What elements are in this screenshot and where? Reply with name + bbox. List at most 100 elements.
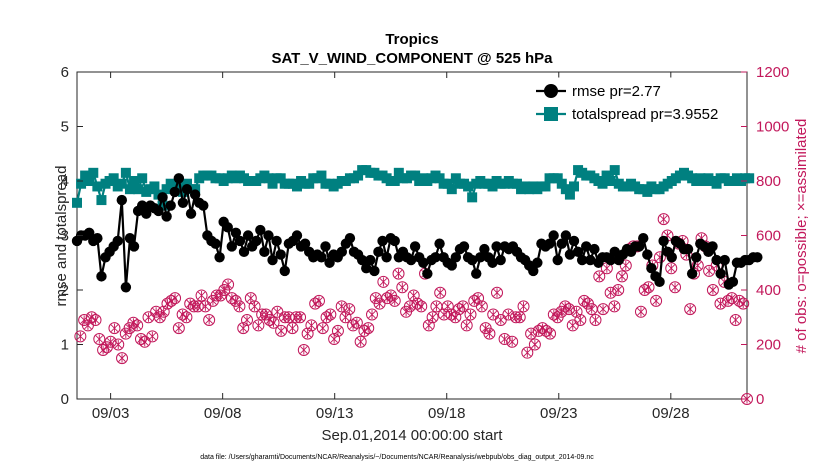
- obs-assimilated-marker: [239, 323, 248, 333]
- y-tick-label: 6: [61, 64, 69, 81]
- spread-point: [434, 173, 445, 184]
- obs-assimilated-marker: [621, 260, 630, 270]
- legend-rmse-label: rmse pr=2.77: [572, 83, 661, 100]
- spread-point: [605, 176, 616, 186]
- obs-point: [642, 281, 655, 294]
- y-axis-label: rmse and totalspread: [53, 166, 70, 307]
- y-right-tick-label: 1000: [756, 119, 789, 136]
- obs-point: [472, 292, 485, 305]
- rmse-point: [752, 252, 763, 263]
- obs-possible-marker: [392, 267, 405, 280]
- obs-point: [195, 289, 208, 302]
- rmse-point: [715, 268, 726, 279]
- rmse-point: [116, 194, 128, 206]
- obs-assimilated-marker: [705, 266, 713, 276]
- obs-assimilated-marker: [288, 323, 297, 333]
- obs-point: [517, 300, 530, 313]
- spread-point: [744, 173, 755, 184]
- obs-point: [669, 281, 682, 294]
- obs-possible-marker: [472, 292, 485, 305]
- obs-point: [358, 324, 371, 337]
- rmse-point: [157, 192, 168, 203]
- obs-point: [309, 297, 322, 310]
- obs-point: [377, 275, 390, 288]
- obs-possible-marker: [616, 270, 629, 283]
- rmse-point: [471, 268, 482, 279]
- obs-assimilated-marker: [523, 348, 532, 358]
- rmse-point: [609, 246, 620, 258]
- rmse-point: [141, 208, 152, 219]
- obs-assimilated-marker: [451, 312, 460, 322]
- obs-assimilated-marker: [515, 312, 524, 322]
- obs-possible-marker: [559, 300, 572, 313]
- rmse-point: [226, 241, 238, 252]
- obs-point: [407, 289, 420, 302]
- obs-possible-marker: [172, 322, 185, 335]
- chart-title: Tropics: [385, 31, 438, 48]
- spread-point: [124, 184, 135, 195]
- obs-possible-marker: [195, 289, 208, 302]
- obs-point: [612, 284, 625, 296]
- obs-assimilated-marker: [553, 312, 562, 322]
- obs-point: [441, 300, 454, 313]
- rmse-point: [682, 243, 694, 255]
- obs-point: [684, 303, 697, 316]
- rmse-point: [532, 257, 543, 268]
- obs-point: [297, 343, 310, 356]
- obs-point: [316, 322, 329, 335]
- obs-assimilated-marker: [140, 337, 149, 347]
- spread-point: [137, 173, 148, 184]
- spread-point: [88, 167, 99, 178]
- obs-point: [657, 213, 670, 226]
- obs-possible-marker: [544, 327, 557, 340]
- rmse-point: [198, 200, 209, 211]
- obs-assimilated-marker: [334, 326, 342, 336]
- obs-assimilated-marker: [205, 315, 213, 325]
- rmse-point: [719, 254, 730, 266]
- obs-possible-marker: [456, 300, 469, 313]
- rmse-point: [585, 254, 596, 266]
- rmse-point: [165, 200, 176, 211]
- obs-possible-marker: [449, 311, 462, 324]
- obs-point: [574, 313, 587, 326]
- rmse-point: [418, 257, 429, 268]
- obs-point: [328, 333, 341, 346]
- rmse-point: [112, 235, 123, 247]
- obs-possible-marker: [85, 311, 98, 324]
- rmse-point: [646, 263, 657, 274]
- y-right-tick-label: 800: [756, 173, 781, 190]
- obs-possible-marker: [653, 251, 666, 264]
- obs-possible-marker: [165, 294, 178, 307]
- obs-possible-marker: [593, 270, 606, 283]
- spread-point: [133, 184, 144, 195]
- y-tick-label: 1: [61, 337, 69, 354]
- obs-assimilated-marker: [659, 214, 668, 224]
- obs-assimilated-marker: [409, 290, 418, 300]
- obs-assimilated-marker: [91, 315, 100, 325]
- rmse-point: [405, 254, 417, 266]
- spread-point: [446, 184, 457, 195]
- obs-possible-marker: [108, 322, 121, 335]
- obs-possible-marker: [146, 330, 159, 343]
- obs-point: [528, 338, 541, 351]
- x-tick-label: 09/18: [428, 405, 466, 422]
- x-tick-label: 09/03: [92, 405, 130, 422]
- obs-possible-marker: [316, 322, 329, 335]
- obs-point: [324, 308, 337, 321]
- obs-possible-marker: [157, 305, 170, 318]
- obs-assimilated-marker: [281, 312, 289, 322]
- rmse-point: [654, 276, 665, 288]
- obs-possible-marker: [335, 300, 348, 313]
- y-right-tick-label: 600: [756, 228, 781, 245]
- rmse-point: [605, 254, 616, 266]
- obs-point: [93, 333, 106, 346]
- legend-box: [530, 77, 741, 127]
- obs-point: [233, 300, 246, 313]
- rmse-point: [528, 265, 539, 277]
- rmse-point: [255, 224, 266, 236]
- obs-point: [521, 346, 534, 359]
- obs-possible-marker: [453, 303, 466, 316]
- obs-possible-marker: [725, 292, 738, 305]
- obs-point: [729, 313, 742, 326]
- obs-assimilated-marker: [584, 299, 592, 309]
